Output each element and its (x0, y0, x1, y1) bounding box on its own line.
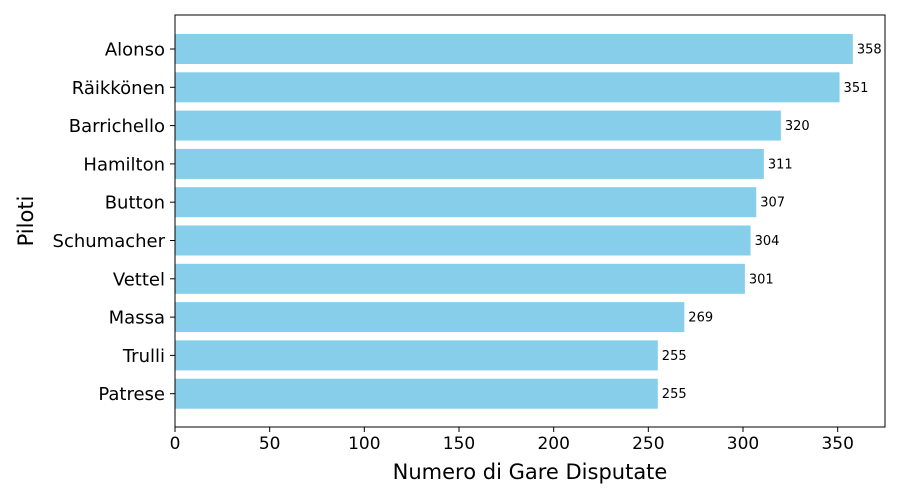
value-labels: 358 351 320 311 307 304 301 269 255 255 (662, 43, 882, 403)
x-tick-label-1: 50 (259, 434, 281, 454)
value-label-8: 255 (662, 349, 687, 364)
value-label-5: 304 (755, 234, 780, 249)
x-tick-label-6: 300 (727, 434, 759, 454)
value-label-4: 307 (760, 196, 785, 211)
x-tick-label-0: 0 (170, 434, 181, 454)
y-tick-label-1: Räikkönen (72, 78, 165, 99)
value-label-7: 269 (688, 311, 713, 326)
bar-2 (175, 110, 781, 141)
x-ticks: 0 50 100 150 200 250 300 350 (170, 427, 854, 454)
y-tick-label-3: Hamilton (83, 154, 165, 175)
y-tick-label-9: Patrese (98, 384, 165, 405)
x-tick-label-5: 250 (632, 434, 664, 454)
bar-6 (175, 263, 745, 294)
plot-frame (174, 14, 886, 428)
bar-1 (175, 72, 840, 103)
value-label-1: 351 (844, 81, 869, 96)
y-tick-labels: Alonso Räikkönen Barrichello Hamilton Button… (53, 40, 175, 405)
bars (175, 34, 853, 409)
value-label-3: 311 (768, 157, 793, 172)
bar-4 (175, 187, 757, 218)
y-tick-label-0: Alonso (105, 40, 165, 61)
bar-0 (175, 34, 853, 64)
x-tick-label-2: 100 (348, 434, 380, 454)
value-label-9: 255 (662, 387, 687, 402)
y-tick-label-8: Trulli (122, 346, 165, 367)
y-tick-label-5: Schumacher (53, 231, 166, 252)
x-tick-label-4: 200 (537, 434, 569, 454)
value-label-0: 358 (857, 43, 882, 58)
bar-8 (175, 340, 658, 371)
x-tick-label-7: 350 (821, 434, 853, 454)
bar-5 (175, 225, 751, 256)
y-axis-title: Piloti (14, 196, 38, 247)
x-tick-label-3: 150 (443, 434, 475, 454)
y-tick-label-6: Vettel (113, 269, 165, 290)
bar-7 (175, 302, 685, 333)
y-tick-label-4: Button (105, 193, 165, 214)
bar-3 (175, 148, 764, 179)
value-label-2: 320 (785, 119, 810, 134)
x-axis-title: Numero di Gare Disputate (393, 460, 668, 484)
y-tick-label-2: Barrichello (69, 116, 165, 137)
bar-9 (175, 378, 658, 409)
y-tick-label-7: Massa (109, 308, 165, 329)
value-label-6: 301 (749, 272, 774, 287)
